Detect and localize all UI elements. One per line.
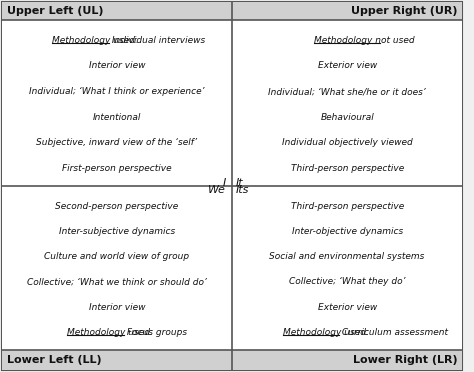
Text: Exterior view: Exterior view: [318, 302, 377, 312]
Bar: [2, 350, 232, 370]
Text: Second-person perspective: Second-person perspective: [55, 202, 179, 211]
Text: Subjective, inward view of the ‘self’: Subjective, inward view of the ‘self’: [36, 138, 198, 147]
Text: Collective; ‘What we think or should do’: Collective; ‘What we think or should do’: [27, 278, 207, 286]
Text: I: I: [223, 178, 226, 188]
Bar: [2, 186, 232, 350]
Text: Inter-objective dynamics: Inter-objective dynamics: [292, 227, 403, 236]
Text: Methodology used:: Methodology used:: [283, 328, 369, 337]
Text: Individual; ‘What she/he or it does’: Individual; ‘What she/he or it does’: [268, 87, 426, 96]
Text: Lower Right (LR): Lower Right (LR): [353, 355, 457, 365]
Text: Collective; ‘What they do’: Collective; ‘What they do’: [289, 278, 405, 286]
Text: Methodology used:: Methodology used:: [53, 36, 138, 45]
Text: Upper Left (UL): Upper Left (UL): [7, 6, 103, 16]
Text: Social and environmental systems: Social and environmental systems: [269, 252, 425, 261]
Text: Methodology used:: Methodology used:: [67, 328, 154, 337]
Text: It: It: [236, 178, 244, 188]
Text: Intentional: Intentional: [93, 113, 141, 122]
Bar: [232, 2, 462, 20]
Text: Individual interviews: Individual interviews: [109, 36, 205, 45]
Text: Behavioural: Behavioural: [320, 113, 374, 122]
Text: Its: Its: [236, 185, 249, 195]
Text: First-person perspective: First-person perspective: [62, 164, 172, 173]
Text: Inter-subjective dynamics: Inter-subjective dynamics: [59, 227, 175, 236]
Text: Interior view: Interior view: [89, 61, 145, 70]
Text: Curriculum assessment: Curriculum assessment: [339, 328, 448, 337]
Text: Culture and world view of group: Culture and world view of group: [45, 252, 190, 261]
Text: Individual objectively viewed: Individual objectively viewed: [282, 138, 412, 147]
Bar: [232, 20, 462, 186]
Text: Methodology not used: Methodology not used: [314, 36, 415, 45]
Bar: [232, 186, 462, 350]
Bar: [232, 350, 462, 370]
Bar: [2, 2, 232, 20]
Text: Lower Left (LL): Lower Left (LL): [7, 355, 101, 365]
Text: Third-person perspective: Third-person perspective: [291, 164, 404, 173]
Text: Individual; ‘What I think or experience’: Individual; ‘What I think or experience’: [29, 87, 205, 96]
Text: Exterior view: Exterior view: [318, 61, 377, 70]
Text: Interior view: Interior view: [89, 302, 145, 312]
Text: We: We: [209, 185, 226, 195]
Bar: [2, 20, 232, 186]
Text: Focus groups: Focus groups: [124, 328, 187, 337]
Text: Third-person perspective: Third-person perspective: [291, 202, 404, 211]
Text: Upper Right (UR): Upper Right (UR): [351, 6, 457, 16]
